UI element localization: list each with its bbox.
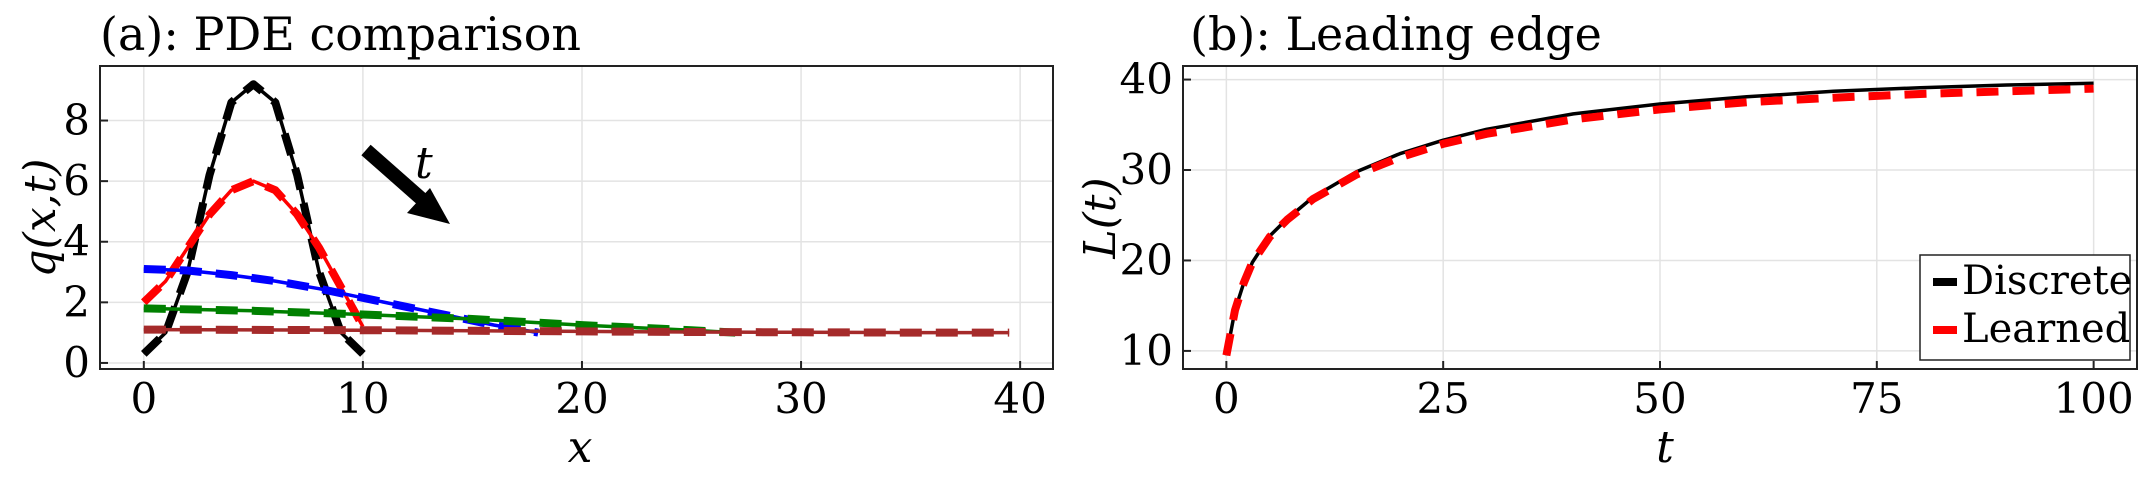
- panel-b-ytick-label: 30: [1120, 145, 1173, 194]
- panel-b-ylabel: L(t): [1075, 177, 1126, 259]
- panel-a-ytick-label: 4: [63, 217, 90, 266]
- panel-b-frame: [1182, 65, 2138, 370]
- time-arrow: [361, 144, 450, 224]
- panel-b-ytick-label: 10: [1120, 326, 1173, 375]
- panel-b-title: (b): Leading edge: [1190, 7, 1602, 61]
- panel-a-title: (a): PDE comparison: [100, 7, 581, 61]
- panel-b-xtick-label: 100: [2054, 374, 2134, 423]
- panel-a-ylabel: q(x,t): [15, 159, 66, 278]
- time-arrow-shaft: [361, 144, 430, 208]
- legend-box: [1919, 254, 2131, 361]
- panel-a-xtick-label: 0: [130, 374, 157, 423]
- panel-b-xtick-label: 0: [1213, 374, 1240, 423]
- panel-a-ytick-label: 6: [63, 156, 90, 205]
- time-arrow-head: [407, 188, 450, 224]
- panel-b-leading-edge: (b): Leading edge 0 25 50 75 100 10 20 30 40 t L…: [1075, 7, 2138, 473]
- panel-a-grid: [100, 66, 1053, 369]
- panel-a-xlabel: x: [568, 422, 593, 473]
- panel-a-xtick-label: 40: [993, 374, 1046, 423]
- panel-b-series: [1222, 81, 2094, 357]
- panel-a-xtick-label: 10: [336, 374, 389, 423]
- panel-b-series-line-learned: [1222, 84, 2094, 357]
- legend: Discrete Learned: [1919, 254, 2132, 361]
- panel-a-frame: [99, 65, 1054, 370]
- panel-b-xtick-label: 75: [1850, 374, 1903, 423]
- panel-a-series: [141, 80, 1010, 357]
- panel-a-ytick-label: 0: [63, 338, 90, 387]
- panel-b-ytick-label: 20: [1120, 235, 1173, 284]
- panel-b-ticks: 0 25 50 75 100 10 20 30 40: [1120, 55, 2134, 423]
- panel-b-xtick-label: 25: [1416, 374, 1469, 423]
- panel-b-ytick-label: 40: [1120, 55, 1173, 104]
- panel-b-xtick-label: 50: [1633, 374, 1686, 423]
- panel-b-xlabel: t: [1656, 422, 1674, 473]
- legend-label-discrete: Discrete: [1962, 258, 2132, 304]
- panel-a-ytick-label: 2: [63, 277, 90, 326]
- panel-a-series-line-dashed: [143, 325, 1010, 337]
- panel-a-xtick-label: 20: [555, 374, 608, 423]
- panel-a-ytick-label: 8: [63, 96, 90, 145]
- time-arrow-label: t: [415, 138, 433, 189]
- panel-a-series-line-dashed: [141, 177, 367, 329]
- panel-a-xtick-label: 30: [774, 374, 827, 423]
- legend-label-learned: Learned: [1962, 306, 2130, 352]
